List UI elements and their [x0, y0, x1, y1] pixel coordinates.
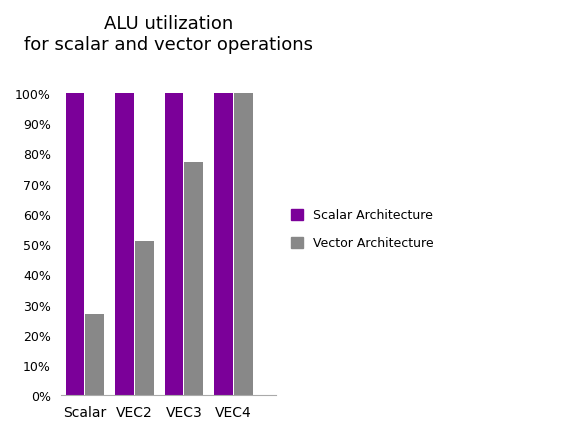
Bar — [234, 94, 252, 395]
Bar — [115, 94, 134, 395]
Bar — [184, 163, 203, 395]
Bar — [85, 314, 104, 395]
Bar — [214, 94, 233, 395]
Legend: Scalar Architecture, Vector Architecture: Scalar Architecture, Vector Architecture — [285, 203, 440, 256]
Title: ALU utilization
for scalar and vector operations: ALU utilization for scalar and vector op… — [24, 15, 313, 54]
Bar — [135, 241, 153, 395]
Bar — [66, 94, 84, 395]
Bar — [165, 94, 183, 395]
